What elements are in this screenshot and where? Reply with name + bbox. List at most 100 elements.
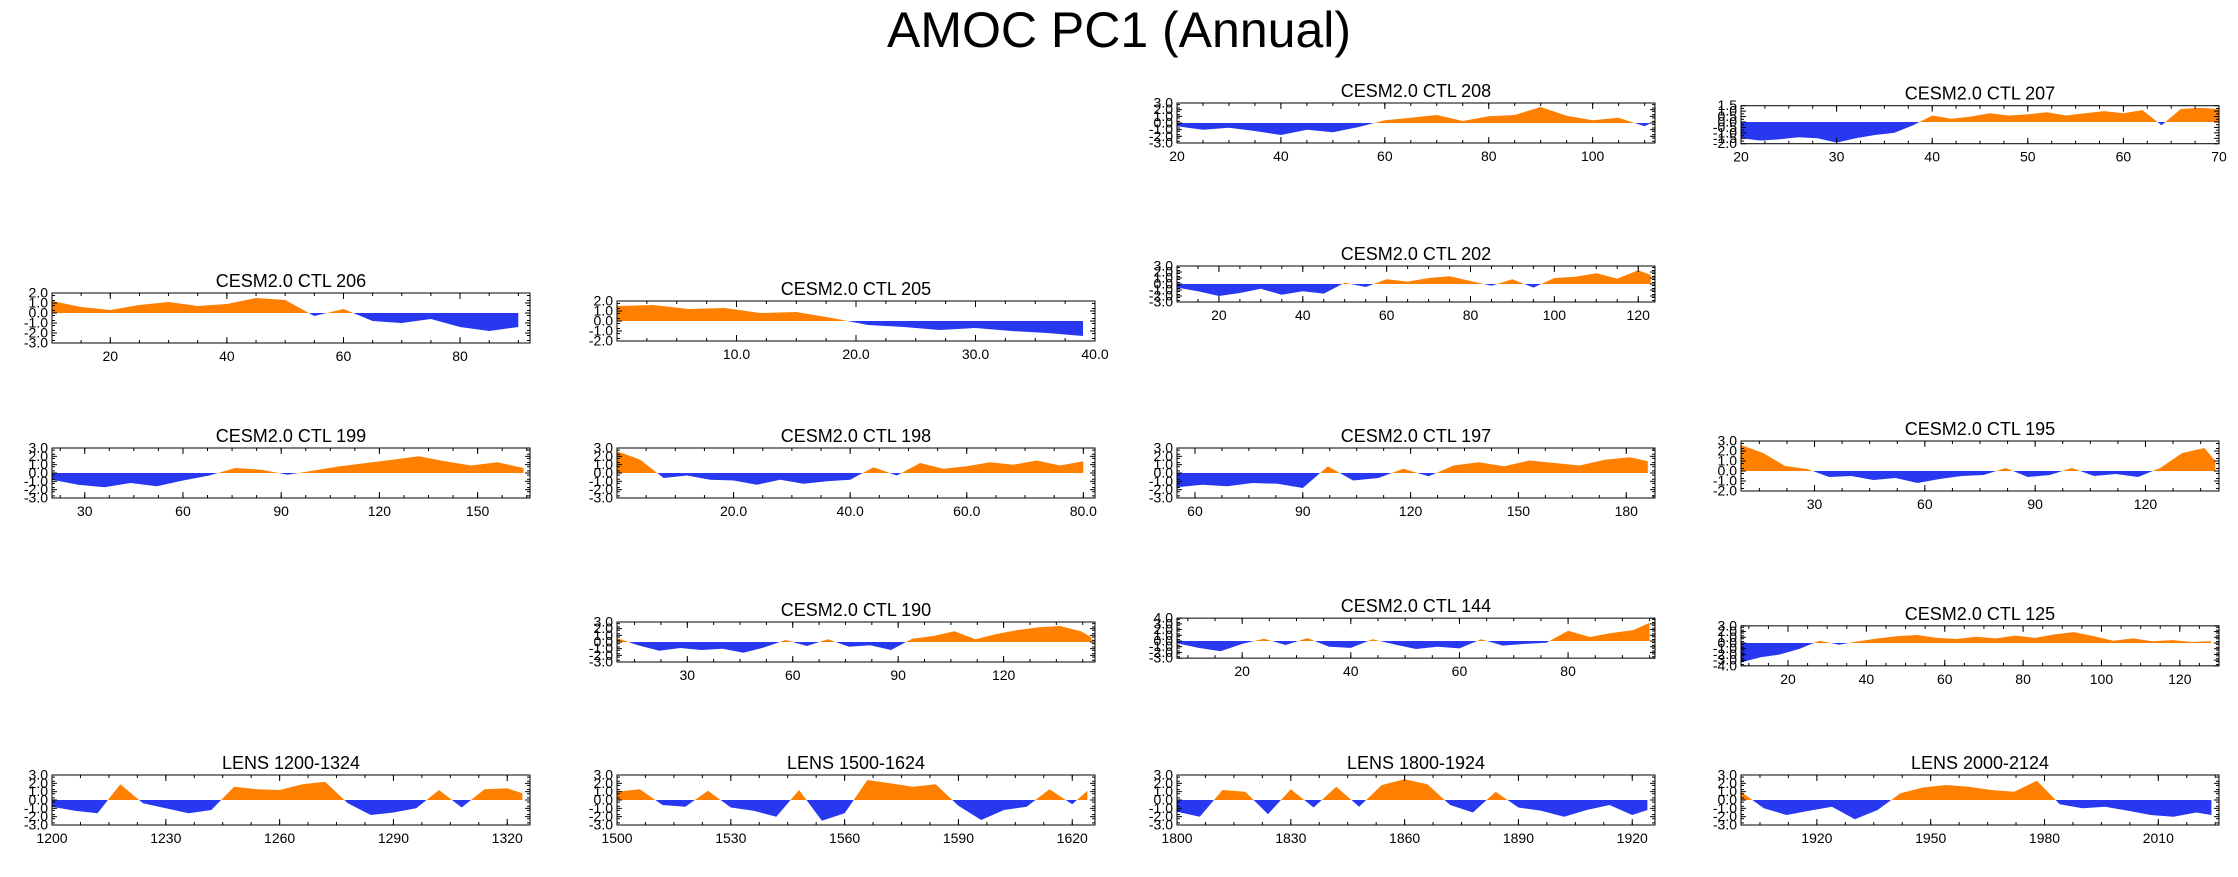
x-tick-label: 1920 <box>1801 830 1832 846</box>
panel-14: LENS 1800-19243.02.01.00.0-1.0-2.0-3.018… <box>1149 753 1656 846</box>
y-tick-label: -1.5 <box>1713 130 1737 146</box>
y-tick-label: -1.0 <box>1713 640 1737 656</box>
y-tick-label: -1.0 <box>589 323 613 339</box>
positive-area-cesm2-0-ctl-144 <box>1177 622 1650 642</box>
negative-area-cesm2-0-ctl-144 <box>1177 641 1650 652</box>
x-tick-label: 1560 <box>829 830 860 846</box>
x-tick-label: 30 <box>680 667 696 683</box>
y-tick-label: -1.0 <box>1149 473 1173 489</box>
y-tick-label: -2.0 <box>589 808 613 824</box>
positive-area-cesm2-0-ctl-198 <box>617 451 1084 473</box>
negative-area-cesm2-0-ctl-205 <box>617 321 1083 336</box>
y-tick-label: 1.0 <box>1154 456 1174 472</box>
x-tick-label: 60 <box>1937 671 1953 687</box>
y-tick-label: -3.0 <box>1149 294 1173 310</box>
y-tick-label: 0.0 <box>1718 792 1738 808</box>
y-tick-label: 3.0 <box>594 440 614 456</box>
positive-area-lens-1200-1324 <box>52 781 523 800</box>
x-tick-label: 1530 <box>715 830 746 846</box>
panel-title-cesm2-0-ctl-195: CESM2.0 CTL 195 <box>1905 419 2055 439</box>
panel-title-cesm2-0-ctl-205: CESM2.0 CTL 205 <box>781 279 931 299</box>
y-tick-label: -3.0 <box>24 490 48 506</box>
x-tick-label: 80 <box>2015 671 2031 687</box>
y-tick-label: -3.0 <box>1713 817 1737 833</box>
y-tick-label: 1.0 <box>594 783 614 799</box>
x-tick-label: 120 <box>1399 503 1423 519</box>
negative-area-cesm2-0-ctl-197 <box>1177 473 1648 488</box>
y-tick-label: -1.0 <box>1149 638 1173 654</box>
y-tick-label: 2.0 <box>29 775 49 791</box>
y-tick-label: -2.0 <box>589 481 613 497</box>
x-tick-label: 90 <box>1295 503 1311 519</box>
y-tick-label: -1.0 <box>24 800 48 816</box>
y-tick-label: -1.0 <box>589 473 613 489</box>
panel-title-cesm2-0-ctl-206: CESM2.0 CTL 206 <box>216 271 366 291</box>
x-tick-label: 10.0 <box>723 346 750 362</box>
y-tick-label: 0.0 <box>29 465 49 481</box>
x-tick-label: 40.0 <box>837 503 864 519</box>
y-tick-label: -3.0 <box>1149 817 1173 833</box>
x-tick-label: 30 <box>77 503 93 519</box>
y-tick-label: -1.0 <box>589 640 613 656</box>
panel-6: CESM2.0 CTL 198 3.02.01.00.0-1.0-2.0-3.0 2… <box>589 426 1097 519</box>
x-tick-label: 40.0 <box>1081 346 1108 362</box>
y-tick-label: -1.0 <box>24 315 48 331</box>
panel-12: LENS 1200-13243.02.01.00.0-1.0-2.0-3.012… <box>24 753 531 846</box>
y-tick-label: -2.0 <box>1149 481 1173 497</box>
y-tick-label: -1.0 <box>24 473 48 489</box>
y-tick-label: -1.0 <box>1149 282 1173 298</box>
positive-area-lens-2000-2124 <box>1741 780 2212 800</box>
y-tick-label: 1.0 <box>29 295 49 311</box>
y-tick-label: -3.0 <box>1149 135 1173 151</box>
x-tick-label: 120 <box>2168 671 2192 687</box>
y-tick-label: 1.0 <box>594 456 614 472</box>
negative-area-lens-2000-2124 <box>1741 800 2212 820</box>
y-tick-label: -2.0 <box>1713 646 1737 662</box>
x-tick-label: 20 <box>1211 307 1227 323</box>
y-tick-label: 0.0 <box>1718 114 1738 130</box>
y-tick-label: 0.0 <box>1154 276 1174 292</box>
y-tick-label: 3.0 <box>594 767 614 783</box>
y-tick-label: -2.0 <box>1713 808 1737 824</box>
y-tick-label: 2.0 <box>1154 448 1174 464</box>
panel-title-lens-1800-1924: LENS 1800-1924 <box>1347 753 1485 773</box>
y-tick-label: 2.0 <box>1718 775 1738 791</box>
plot-frame-cesm2-0-ctl-195 <box>1740 440 2220 492</box>
y-tick-label: 1.0 <box>1718 453 1738 469</box>
y-tick-label: 2.0 <box>1154 775 1174 791</box>
y-tick-label: -3.0 <box>1149 490 1173 506</box>
panel-title-cesm2-0-ctl-144: CESM2.0 CTL 144 <box>1341 596 1491 616</box>
x-tick-label: 60 <box>1917 496 1933 512</box>
panel-title-cesm2-0-ctl-207: CESM2.0 CTL 207 <box>1905 84 2055 104</box>
y-tick-label: -2.0 <box>1149 644 1173 660</box>
panel-4: CESM2.0 CTL 202 3.02.01.00.0-1.0-2.0-3.0 2… <box>1149 244 1656 323</box>
y-tick-label: 0.0 <box>594 313 614 329</box>
x-tick-label: 80 <box>1560 663 1576 679</box>
x-tick-label: 120 <box>2134 496 2158 512</box>
x-tick-label: 1200 <box>36 830 67 846</box>
y-tick-label: 0.0 <box>29 792 49 808</box>
y-tick-label: -2.0 <box>1149 288 1173 304</box>
y-tick-label: 0.0 <box>1154 115 1174 131</box>
y-tick-label: -3.0 <box>1713 652 1737 668</box>
x-tick-label: 80 <box>1463 307 1479 323</box>
x-tick-label: 20 <box>1733 149 1749 165</box>
y-tick-label: -1.0 <box>1713 800 1737 816</box>
negative-area-cesm2-0-ctl-125 <box>1741 643 2212 663</box>
negative-area-lens-1500-1624 <box>617 800 1088 821</box>
y-tick-label: 3.0 <box>1154 95 1174 111</box>
x-tick-label: 90 <box>890 667 906 683</box>
x-tick-label: 1500 <box>601 830 632 846</box>
x-tick-label: 40 <box>219 348 235 364</box>
y-tick-label: -1.0 <box>1713 473 1737 489</box>
x-tick-label: 120 <box>1627 307 1651 323</box>
y-tick-label: 1.0 <box>1154 627 1174 643</box>
x-tick-label: 120 <box>992 667 1016 683</box>
x-tick-label: 60 <box>2116 149 2132 165</box>
panel-10: CESM2.0 CTL 144 4.03.02.01.00.0-1.0-2.0-3… <box>1149 596 1656 679</box>
x-tick-label: 40 <box>1273 148 1289 164</box>
y-tick-label: 1.0 <box>1718 629 1738 645</box>
x-tick-label: 120 <box>368 503 392 519</box>
y-tick-label: -2.0 <box>24 325 48 341</box>
